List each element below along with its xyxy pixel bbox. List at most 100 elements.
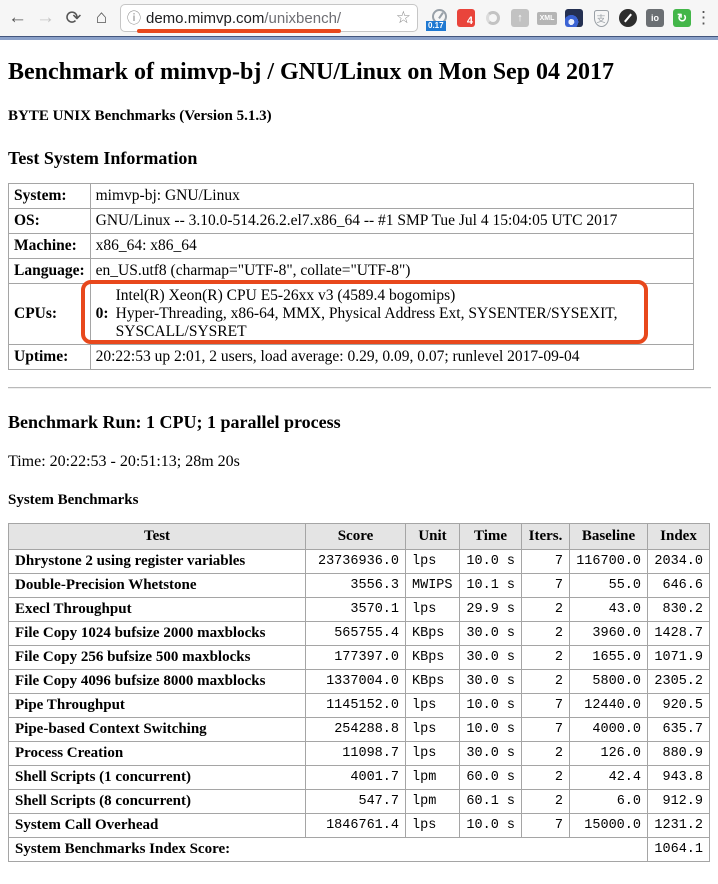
- disabled-circle-extension-icon[interactable]: [481, 5, 505, 31]
- benchmark-index: 646.6: [647, 573, 710, 598]
- benchmarks-table: Test Score Unit Time Iters. Baseline Ind…: [8, 523, 710, 862]
- green-sync-extension-icon[interactable]: ↻: [670, 5, 694, 31]
- benchmark-iters: 2: [521, 789, 570, 814]
- benchmark-unit: KBps: [405, 621, 460, 646]
- gauge-icon: [565, 9, 583, 27]
- table-row: File Copy 256 bufsize 500 maxblocks 1773…: [8, 645, 710, 670]
- benchmark-iters: 2: [521, 597, 570, 622]
- page-info-icon[interactable]: ⓘ: [127, 10, 141, 26]
- benchmark-iters: 2: [521, 621, 570, 646]
- cpus-label: CPUs:: [8, 283, 91, 345]
- url-path: /unixbench/: [264, 9, 342, 27]
- camera-extension-icon[interactable]: io: [643, 5, 667, 31]
- benchmark-unit: lps: [405, 717, 460, 742]
- benchmark-baseline: 6.0: [569, 789, 648, 814]
- benchmark-iters: 7: [521, 573, 570, 598]
- system-benchmarks-heading: System Benchmarks: [8, 492, 139, 508]
- benchmark-index: 635.7: [647, 717, 710, 742]
- benchmark-score: 1337004.0: [305, 669, 406, 694]
- benchmark-unit: KBps: [405, 645, 460, 670]
- bookmark-star-icon[interactable]: ☆: [395, 8, 411, 27]
- benchmark-test-name: File Copy 4096 bufsize 8000 maxblocks: [8, 669, 306, 694]
- table-row: Pipe-based Context Switching 254288.8 lp…: [8, 717, 710, 742]
- benchmark-time: 29.9 s: [459, 597, 522, 622]
- machine-value: x86_64: x86_64: [89, 233, 695, 259]
- benchmark-iters: 2: [521, 669, 570, 694]
- benchmark-test-name: File Copy 256 bufsize 500 maxblocks: [8, 645, 306, 670]
- benchmark-time: 30.0 s: [459, 621, 522, 646]
- benchmark-baseline: 116700.0: [569, 549, 648, 574]
- table-row: System: mimvp-bj: GNU/Linux: [8, 183, 695, 209]
- address-bar[interactable]: ⓘ demo.mimvp.com/unixbench/ ☆: [120, 4, 418, 33]
- up-arrow-icon: ↑: [511, 9, 529, 27]
- gauge-extension-icon[interactable]: [562, 5, 586, 31]
- benchmark-baseline: 12440.0: [569, 693, 648, 718]
- red-counter-extension-icon[interactable]: 4: [454, 5, 478, 31]
- language-label: Language:: [8, 258, 91, 284]
- col-header-test: Test: [8, 523, 306, 550]
- back-button[interactable]: ←: [4, 5, 31, 32]
- forward-icon: →: [36, 7, 55, 28]
- table-row: File Copy 4096 bufsize 8000 maxblocks 13…: [8, 669, 710, 694]
- benchmark-score: 177397.0: [305, 645, 406, 670]
- table-row: Shell Scripts (8 concurrent) 547.7 lpm 6…: [8, 789, 710, 814]
- xml-icon: XML: [537, 11, 557, 25]
- table-row: Process Creation 11098.7 lps 30.0 s 2 12…: [8, 741, 710, 766]
- table-row: Shell Scripts (1 concurrent) 4001.7 lpm …: [8, 765, 710, 790]
- index-score-row: System Benchmarks Index Score: 1064.1: [8, 837, 710, 862]
- toolbar-divider: [0, 36, 718, 40]
- benchmark-baseline: 126.0: [569, 741, 648, 766]
- cpu-index-label: 0:: [95, 305, 109, 322]
- col-header-index: Index: [647, 523, 710, 550]
- benchmark-baseline: 1655.0: [569, 645, 648, 670]
- benchmark-test-name: Pipe Throughput: [8, 693, 306, 718]
- speedometer-extension-icon[interactable]: 0.17: [426, 5, 451, 31]
- col-header-iters: Iters.: [521, 523, 570, 550]
- benchmark-time: 10.0 s: [459, 693, 522, 718]
- xml-extension-icon[interactable]: XML: [535, 5, 559, 31]
- benchmark-unit: lps: [405, 693, 460, 718]
- pen-extension-icon[interactable]: [616, 5, 640, 31]
- table-row: File Copy 1024 bufsize 2000 maxblocks 56…: [8, 621, 710, 646]
- shield-extension-icon[interactable]: 支: [589, 5, 613, 31]
- benchmark-iters: 7: [521, 693, 570, 718]
- benchmark-baseline: 15000.0: [569, 813, 648, 838]
- browser-menu-button[interactable]: ⋮: [695, 8, 712, 27]
- table-header-row: Test Score Unit Time Iters. Baseline Ind…: [8, 523, 710, 550]
- table-row: Execl Throughput 3570.1 lps 29.9 s 2 43.…: [8, 597, 710, 622]
- benchmark-score: 23736936.0: [305, 549, 406, 574]
- benchmark-unit: MWIPS: [405, 573, 460, 598]
- table-row: Pipe Throughput 1145152.0 lps 10.0 s 7 1…: [8, 693, 710, 718]
- benchmark-index: 880.9: [647, 741, 710, 766]
- benchmark-index: 1231.2: [647, 813, 710, 838]
- table-row: OS: GNU/Linux -- 3.10.0-514.26.2.el7.x86…: [8, 208, 695, 234]
- upload-extension-icon[interactable]: ↑: [508, 5, 532, 31]
- os-value: GNU/Linux -- 3.10.0-514.26.2.el7.x86_64 …: [89, 208, 695, 234]
- benchmark-unit: lpm: [405, 789, 460, 814]
- table-row: Uptime: 20:22:53 up 2:01, 2 users, load …: [8, 344, 695, 370]
- benchmark-test-name: Shell Scripts (1 concurrent): [8, 765, 306, 790]
- benchmark-test-name: Double-Precision Whetstone: [8, 573, 306, 598]
- benchmark-test-name: Pipe-based Context Switching: [8, 717, 306, 742]
- home-icon: ⌂: [95, 7, 108, 28]
- page-content: Benchmark of mimvp-bj / GNU/Linux on Mon…: [0, 59, 718, 862]
- os-label: OS:: [8, 208, 91, 234]
- benchmark-score: 1846761.4: [305, 813, 406, 838]
- system-info-table: System: mimvp-bj: GNU/Linux OS: GNU/Linu…: [8, 183, 695, 370]
- benchmark-score: 547.7: [305, 789, 406, 814]
- system-value: mimvp-bj: GNU/Linux: [89, 183, 695, 209]
- forward-button[interactable]: →: [32, 5, 59, 32]
- benchmark-iters: 2: [521, 645, 570, 670]
- benchmark-test-name: Shell Scripts (8 concurrent): [8, 789, 306, 814]
- benchmark-index: 943.8: [647, 765, 710, 790]
- reload-button[interactable]: ⟳: [60, 5, 87, 32]
- home-button[interactable]: ⌂: [88, 5, 115, 32]
- benchmark-score: 11098.7: [305, 741, 406, 766]
- language-value: en_US.utf8 (charmap="UTF-8", collate="UT…: [89, 258, 695, 284]
- benchmark-index: 2305.2: [647, 669, 710, 694]
- col-header-baseline: Baseline: [569, 523, 648, 550]
- benchmark-test-name: Dhrystone 2 using register variables: [8, 549, 306, 574]
- benchmark-run-heading: Benchmark Run: 1 CPU; 1 parallel process: [8, 412, 341, 432]
- benchmark-baseline: 5800.0: [569, 669, 648, 694]
- benchmark-time: 30.0 s: [459, 645, 522, 670]
